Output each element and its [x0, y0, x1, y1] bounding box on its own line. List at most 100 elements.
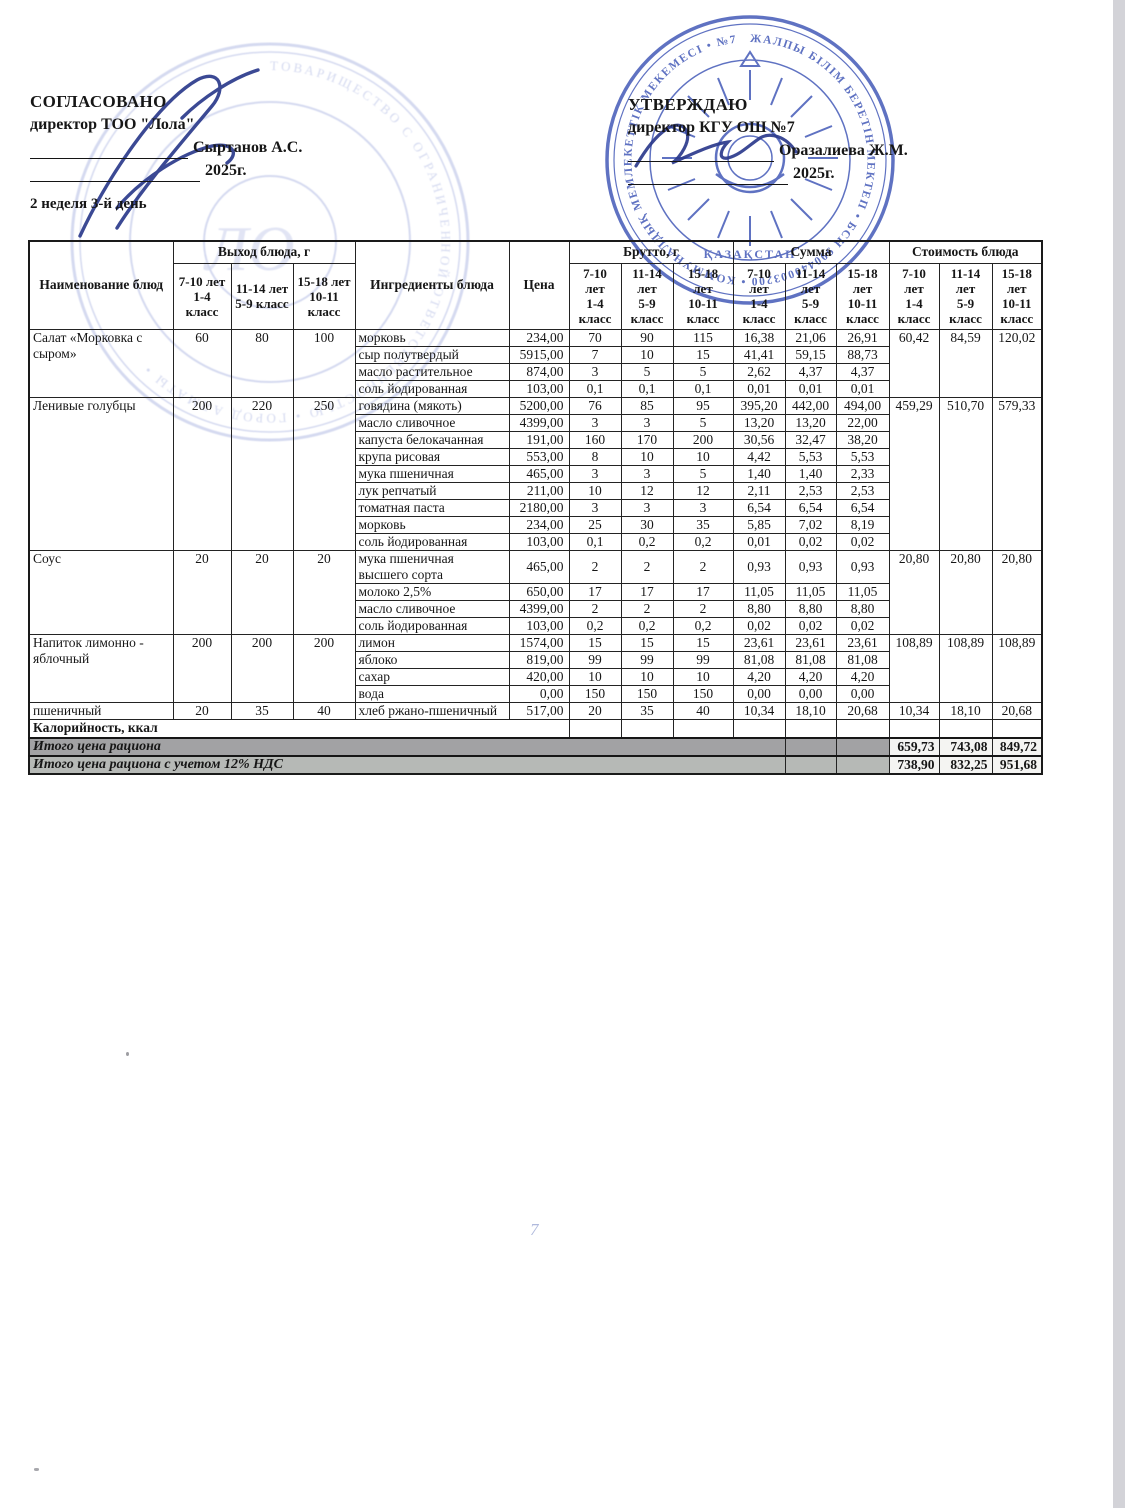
price-cell: 191,00: [508, 430, 570, 449]
scan-speck: [126, 1052, 129, 1056]
ingredient-cell: соль йодированная: [354, 379, 510, 398]
sum-cell: 4,37: [784, 362, 837, 381]
gross-cell: 95: [672, 396, 734, 415]
price-cell: 103,00: [508, 616, 570, 635]
approval-left-title: СОГЛАСОВАНО: [30, 92, 167, 111]
sum-cell: 11,05: [732, 582, 786, 601]
kcal-empty-cell: [620, 718, 674, 739]
gross-cell: 0,2: [620, 532, 674, 551]
sum-cell: 11,05: [835, 582, 890, 601]
menu-table: Наименование блюд Выход блюда, г Ингредиен…: [28, 240, 1043, 775]
approval-block-left: СОГЛАСОВАНО директор ТОО "Лола" Сыртанов…: [30, 90, 302, 182]
total-empty-cell: [784, 755, 837, 775]
gross-cell: 5: [672, 464, 734, 483]
ingredient-cell: соль йодированная: [354, 532, 510, 551]
gross-cell: 76: [568, 396, 622, 415]
total-value-cell: 743,08: [938, 737, 993, 757]
dish-cost-cell: 120,02: [991, 328, 1043, 398]
sum-cell: 0,00: [835, 684, 890, 703]
group-header-cell: Наименование блюд: [28, 240, 174, 330]
gross-cell: 3: [672, 498, 734, 517]
gross-cell: 200: [672, 430, 734, 449]
approval-right-title: УТВЕРЖДАЮ: [628, 95, 748, 114]
price-cell: 517,00: [508, 701, 570, 720]
dish-cost-cell: 510,70: [938, 396, 993, 551]
sum-cell: 81,08: [732, 650, 786, 669]
price-cell: 819,00: [508, 650, 570, 669]
sum-cell: 81,08: [835, 650, 890, 669]
group-header-cell: Цена: [508, 240, 570, 330]
sum-cell: 10,34: [732, 701, 786, 720]
sum-cell: 18,10: [784, 701, 837, 720]
sum-cell: 16,38: [732, 328, 786, 347]
price-cell: 103,00: [508, 532, 570, 551]
ingredient-cell: говядина (мякоть): [354, 396, 510, 415]
gross-cell: 17: [620, 582, 674, 601]
gross-cell: 3: [568, 498, 622, 517]
gross-cell: 35: [620, 701, 674, 720]
yield-cell: 20: [172, 701, 232, 720]
gross-cell: 3: [568, 464, 622, 483]
sum-cell: 22,00: [835, 413, 890, 432]
yield-cell: 200: [172, 396, 232, 551]
price-cell: 1574,00: [508, 633, 570, 652]
gross-cell: 85: [620, 396, 674, 415]
kcal-empty-cell: [938, 718, 993, 739]
approval-left-sign-line: Сыртанов А.С.: [30, 136, 302, 159]
ingredient-cell: хлеб ржано-пшеничный: [354, 701, 510, 720]
yield-cell: 200: [172, 633, 232, 703]
gross-cell: 5: [620, 362, 674, 381]
stray-pen-mark: 7: [530, 1220, 539, 1239]
sum-cell: 6,54: [835, 498, 890, 517]
age-group-header-cell: 15-18 лет 10-11 класс: [835, 262, 890, 330]
gross-cell: 0,1: [568, 532, 622, 551]
ingredient-cell: томатная паста: [354, 498, 510, 517]
gross-cell: 0,1: [568, 379, 622, 398]
ingredient-cell: масло растительное: [354, 362, 510, 381]
sum-cell: 81,08: [784, 650, 837, 669]
sum-cell: 38,20: [835, 430, 890, 449]
gross-cell: 115: [672, 328, 734, 347]
ingredient-cell: масло сливочное: [354, 413, 510, 432]
sum-cell: 0,01: [732, 532, 786, 551]
dish-name-cell: Ленивые голубцы: [28, 396, 174, 551]
gross-cell: 12: [672, 481, 734, 500]
group-header-cell: Брутто, г: [568, 240, 734, 264]
kcal-empty-cell: [568, 718, 622, 739]
gross-cell: 2: [620, 599, 674, 618]
kcal-empty-cell: [672, 718, 734, 739]
gross-cell: 99: [620, 650, 674, 669]
signature-line: [628, 169, 788, 185]
price-cell: 420,00: [508, 667, 570, 686]
price-cell: 465,00: [508, 464, 570, 483]
yield-cell: 40: [292, 701, 356, 720]
age-group-header-cell: 7-10 лет 1-4 класс: [888, 262, 940, 330]
gross-cell: 160: [568, 430, 622, 449]
approval-left-role: директор ТОО "Лола": [30, 116, 195, 133]
ingredient-cell: мука пшеничная высшего сорта: [354, 549, 510, 584]
approval-right-name: Оразалиева Ж.М.: [779, 142, 908, 159]
sum-cell: 1,40: [784, 464, 837, 483]
age-group-header-cell: 15-18 лет 10-11 класс: [991, 262, 1043, 330]
ingredient-cell: молоко 2,5%: [354, 582, 510, 601]
age-group-header-cell: 7-10 лет 1-4 класс: [172, 262, 232, 330]
signature-line: [628, 146, 774, 162]
gross-cell: 10: [568, 667, 622, 686]
price-cell: 5915,00: [508, 345, 570, 364]
total-value-cell: 832,25: [938, 755, 993, 775]
sum-cell: 8,80: [732, 599, 786, 618]
dish-name-cell: пшеничный: [28, 701, 174, 720]
gross-cell: 12: [620, 481, 674, 500]
price-cell: 234,00: [508, 515, 570, 534]
yield-cell: 100: [292, 328, 356, 398]
gross-cell: 2: [620, 549, 674, 584]
dish-cost-cell: 20,80: [991, 549, 1043, 635]
gross-cell: 10: [620, 345, 674, 364]
sum-cell: 23,61: [732, 633, 786, 652]
gross-cell: 10: [620, 447, 674, 466]
ingredient-cell: крупа рисовая: [354, 447, 510, 466]
gross-cell: 35: [672, 515, 734, 534]
gross-cell: 90: [620, 328, 674, 347]
sum-cell: 23,61: [835, 633, 890, 652]
